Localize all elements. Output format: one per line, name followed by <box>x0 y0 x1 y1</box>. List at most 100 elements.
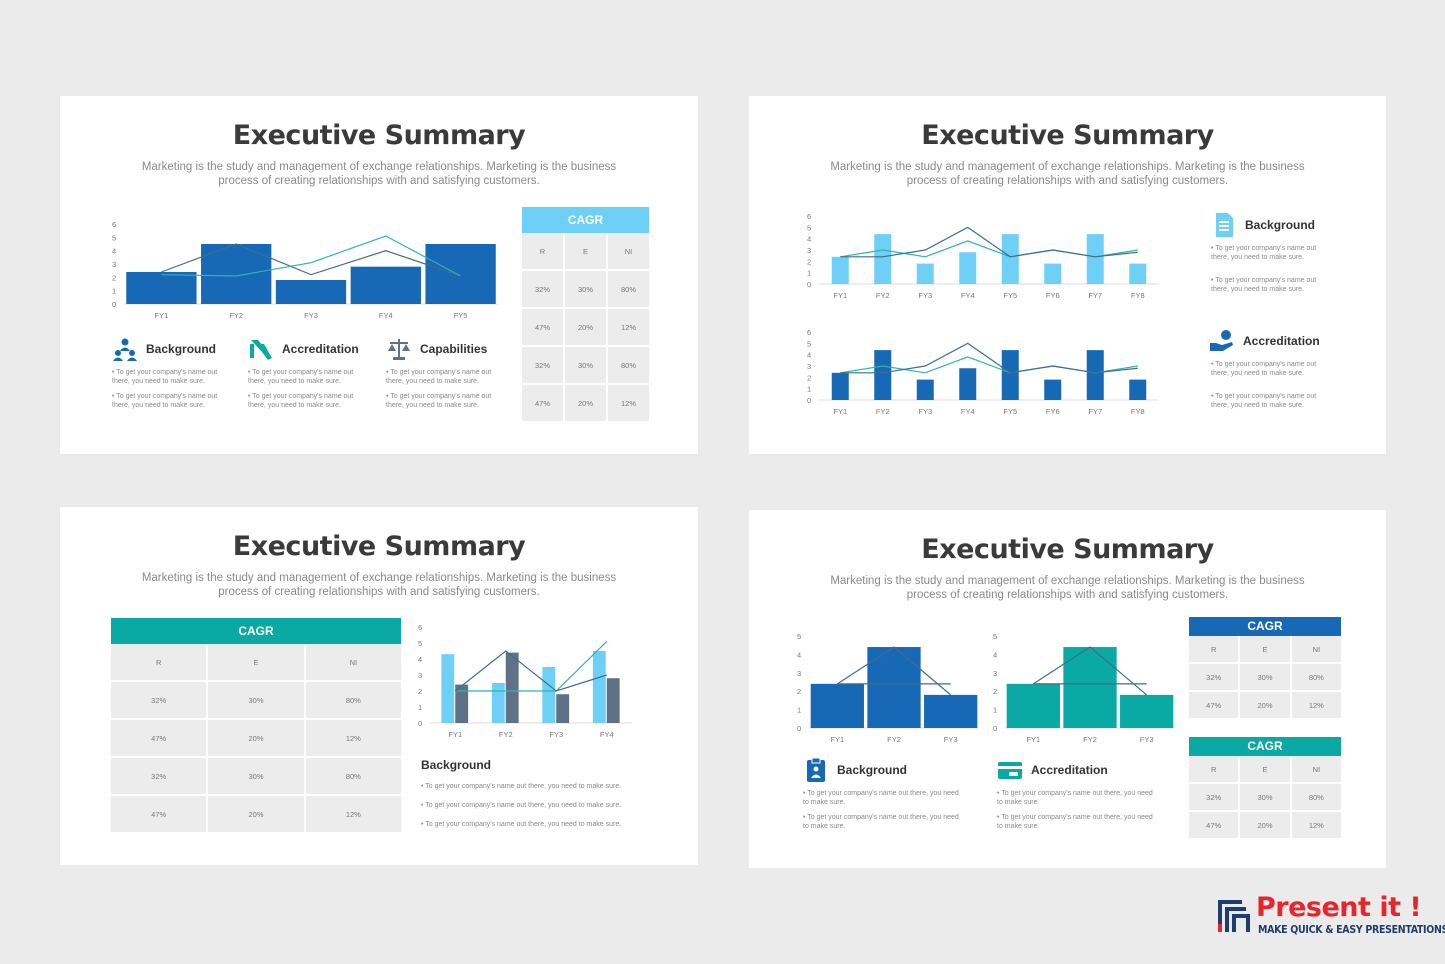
slide-title: Executive Summary <box>921 534 1214 565</box>
y-tick-label: 0 <box>797 724 801 733</box>
cagr-table: CAGR R E NI 32% 30% 80% 47% 20% 12% 32% 30% 80% … <box>111 618 401 834</box>
slide-2[interactable]: Executive Summary Marketing is the study… <box>749 96 1386 454</box>
x-tick-label: FY3 <box>944 735 958 744</box>
bar <box>1120 694 1174 728</box>
x-tick-label: FY7 <box>1088 407 1102 416</box>
logo-tagline: MAKE QUICK & EASY PRESENTATIONS <box>1258 924 1445 936</box>
table-cell: 47% <box>522 309 565 347</box>
bar <box>1044 263 1062 284</box>
x-tick-label: FY5 <box>1003 291 1017 300</box>
x-tick-label: FY4 <box>961 407 975 416</box>
bar <box>916 379 934 400</box>
subtitle-line: Marketing is the study and management of… <box>830 161 1305 173</box>
feature-background: Background • To get your company's name … <box>803 757 973 831</box>
slide-3[interactable]: Executive Summary Marketing is the study… <box>60 507 698 865</box>
logo-mark-icon <box>1218 900 1250 932</box>
x-tick-label: FY1 <box>448 730 462 739</box>
x-tick-label: FY2 <box>1083 735 1097 744</box>
table-cell: 30% <box>1240 784 1292 812</box>
series-line <box>454 650 607 692</box>
x-tick-label: FY8 <box>1131 291 1145 300</box>
team-icon <box>113 338 137 361</box>
table-cell: 30% <box>565 347 608 385</box>
feature-bullet: • To get your company's name out there, y… <box>1211 245 1317 261</box>
y-tick-label: 1 <box>993 706 997 715</box>
chart-svg: 0 1 2 3 4 5 6 FY1 FY2 FY3 FY4 FY5 FY6 FY7 FY8 <box>807 328 1159 416</box>
cagr-table-1: CAGR R E NI 32% 30% 80% 47% 20% 12% <box>1189 617 1341 720</box>
series-line <box>161 243 461 277</box>
feature-title: Background <box>837 763 908 777</box>
bar <box>916 263 934 284</box>
feature-bullet: • To get your company's name out there, y… <box>112 393 218 409</box>
slide-4[interactable]: Executive Summary Marketing is the study… <box>749 510 1386 868</box>
x-tick-label: FY1 <box>833 407 847 416</box>
table-header: R <box>1189 756 1241 784</box>
bar <box>1006 683 1060 728</box>
table-header: E <box>208 644 306 682</box>
x-tick-label: FY2 <box>229 311 243 320</box>
feature-title: Capabilities <box>420 342 488 356</box>
feature-bullet: • To get your company's name out there, … <box>997 814 1153 830</box>
x-tick-label: FY1 <box>1026 735 1040 744</box>
cagr-table-title: CAGR <box>522 207 649 233</box>
table-cell: 12% <box>305 796 401 834</box>
slide-1[interactable]: Executive Summary Marketing is the study… <box>60 96 698 454</box>
feature-title: Accreditation <box>1031 763 1108 777</box>
y-tick-label: 1 <box>807 385 811 394</box>
y-tick-label: 6 <box>418 623 422 632</box>
table-header: NI <box>608 233 649 271</box>
y-tick-label: 5 <box>418 639 422 648</box>
clipboard-icon <box>807 757 825 782</box>
bar <box>874 234 892 284</box>
bar <box>874 350 892 400</box>
x-tick-label: FY4 <box>379 311 393 320</box>
y-tick-label: 5 <box>112 233 116 242</box>
cagr-table-title: CAGR <box>1189 737 1341 756</box>
table-cell: 80% <box>608 271 649 309</box>
chart-svg: 0 1 2 3 4 5 FY1 FY2 FY3 <box>993 632 1175 744</box>
series-line <box>161 235 461 277</box>
x-tick-label: FY5 <box>454 311 468 320</box>
table-header: R <box>522 233 565 271</box>
table-header: NI <box>305 644 401 682</box>
y-tick-label: 6 <box>112 220 116 229</box>
y-tick-label: 3 <box>807 362 811 371</box>
scales-icon <box>388 339 410 360</box>
bar <box>556 694 570 723</box>
feature-bullet: • To get your company's name out there, … <box>803 814 959 830</box>
y-tick-label: 4 <box>797 650 801 659</box>
x-tick-label: FY6 <box>1046 291 1060 300</box>
subtitle-line: process of creating relationships with a… <box>218 175 540 187</box>
y-tick-label: 4 <box>807 235 811 244</box>
table-cell: 12% <box>608 385 649 423</box>
y-tick-label: 1 <box>112 287 116 296</box>
bar <box>441 654 455 723</box>
feature-bullet: • To get your company's name out there, … <box>997 790 1153 806</box>
slide-title: Executive Summary <box>232 531 526 562</box>
series-line <box>840 226 1138 258</box>
y-tick-label: 3 <box>993 669 997 678</box>
bar <box>810 683 864 728</box>
table-cell: 32% <box>111 682 209 720</box>
y-tick-label: 6 <box>807 328 811 337</box>
table-cell: 30% <box>208 682 306 720</box>
chart-bar-line-dark: 0 1 2 3 4 5 6 FY1 FY2 FY3 FY4 FY5 FY6 FY7 FY8 <box>805 328 1159 416</box>
feature-background: Background • To get your company's name … <box>421 758 661 829</box>
table-cell: 30% <box>1240 664 1292 692</box>
bar <box>959 368 977 400</box>
table-header: NI <box>1291 756 1341 784</box>
feature-bullet: • To get your company's name out there, y… <box>1211 277 1317 293</box>
feature-bullet: • To get your company's name out there, … <box>803 790 959 806</box>
y-tick-label: 6 <box>807 212 811 221</box>
slide-subtitle: Marketing is the study and management of… <box>809 574 1326 602</box>
x-tick-label: FY1 <box>830 735 844 744</box>
bar <box>505 652 519 723</box>
slide-subtitle: Marketing is the study and management of… <box>809 160 1326 188</box>
feature-bullet: • To get your company's name out there, y… <box>386 369 492 385</box>
logo-title: Present it ! <box>1256 892 1422 923</box>
x-tick-label: FY2 <box>887 735 901 744</box>
feature-bullet: • To get your company's name out there, y… <box>112 369 218 385</box>
bar <box>959 252 977 284</box>
feature-title: Background <box>146 342 217 356</box>
table-cell: 12% <box>608 309 649 347</box>
